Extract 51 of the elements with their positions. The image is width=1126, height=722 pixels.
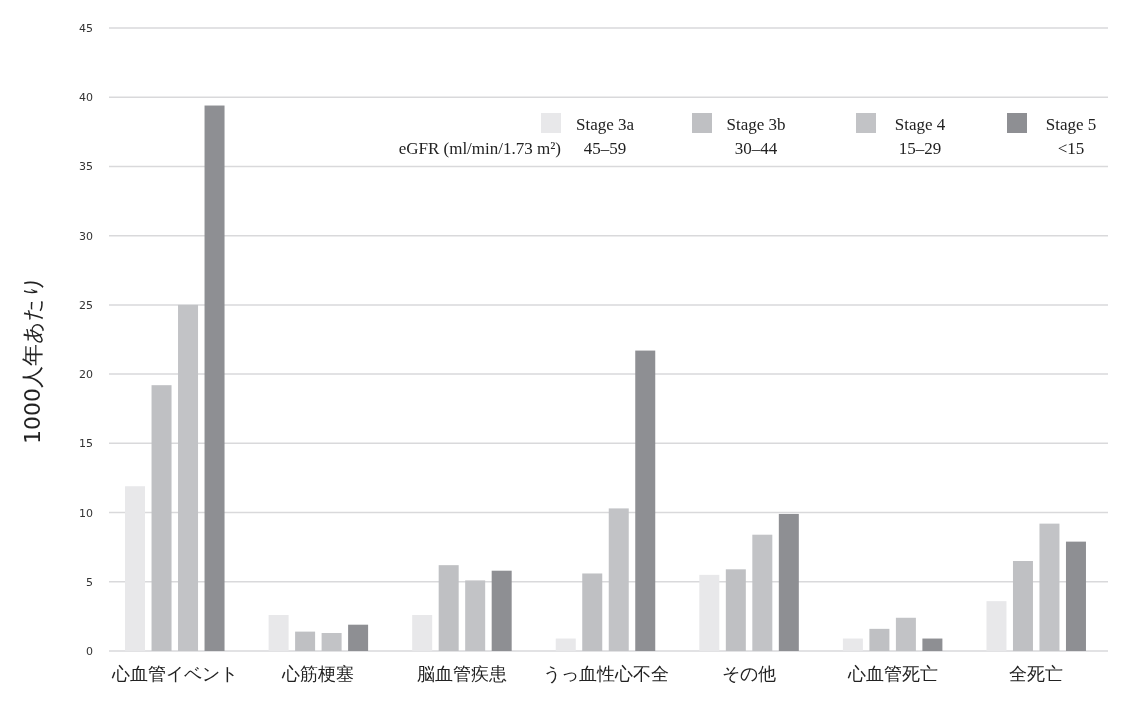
- bar: [608, 508, 629, 651]
- y-tick-label: 35: [79, 160, 93, 174]
- legend-label: Stage 3a 45–59: [575, 115, 635, 158]
- x-tick-label: 脳血管疾患: [416, 663, 507, 684]
- y-tick-label: 40: [79, 91, 93, 105]
- bar: [986, 601, 1007, 651]
- bar: [151, 385, 172, 651]
- bar: [491, 570, 512, 651]
- y-tick-label: 5: [86, 575, 93, 589]
- bar: [412, 615, 433, 651]
- y-tick-label: 20: [79, 368, 93, 382]
- y-tick-label: 25: [79, 298, 93, 312]
- bar: [582, 573, 603, 651]
- bar: [204, 105, 225, 651]
- legend-label: Stage 4 15–29: [894, 115, 946, 158]
- y-tick-label: 30: [79, 229, 93, 243]
- bar: [1065, 541, 1086, 651]
- bar: [778, 513, 799, 651]
- bar: [555, 638, 576, 651]
- bar: [268, 615, 289, 651]
- bar: [1039, 523, 1060, 651]
- x-tick-label: 全死亡: [1009, 663, 1064, 684]
- x-tick-label: うっ血性心不全: [542, 663, 669, 684]
- bar: [465, 580, 486, 651]
- bar: [348, 624, 369, 651]
- bar: [699, 574, 720, 651]
- y-tick-label: 45: [79, 22, 93, 35]
- bar: [895, 617, 916, 651]
- bar: [635, 350, 656, 651]
- legend-label: Stage 5 <15: [1045, 115, 1097, 158]
- bar: [842, 638, 863, 651]
- bar: [922, 638, 943, 651]
- bar: [438, 565, 459, 651]
- bar: [125, 486, 146, 651]
- bar: [178, 304, 199, 651]
- bar: [869, 628, 890, 651]
- bar: [752, 534, 773, 651]
- x-tick-label: 心血管死亡: [846, 663, 938, 684]
- bar: [1012, 561, 1033, 651]
- bar: [295, 631, 316, 651]
- bar: [725, 569, 746, 651]
- y-tick-label: 15: [79, 437, 93, 451]
- x-tick-label: 心筋梗塞: [281, 663, 355, 684]
- y-tick-label: 0: [86, 645, 93, 658]
- y-tick-label: 10: [79, 506, 93, 520]
- legend-title: eGFR (ml/min/1.73 m²): [398, 139, 561, 158]
- legend-label: Stage 3b 30–44: [726, 115, 786, 158]
- y-axis-title: 1000人年あたり: [20, 275, 45, 444]
- x-tick-label: その他: [722, 663, 777, 684]
- x-tick-label: 心血管イベント: [110, 663, 238, 684]
- bar: [321, 633, 342, 651]
